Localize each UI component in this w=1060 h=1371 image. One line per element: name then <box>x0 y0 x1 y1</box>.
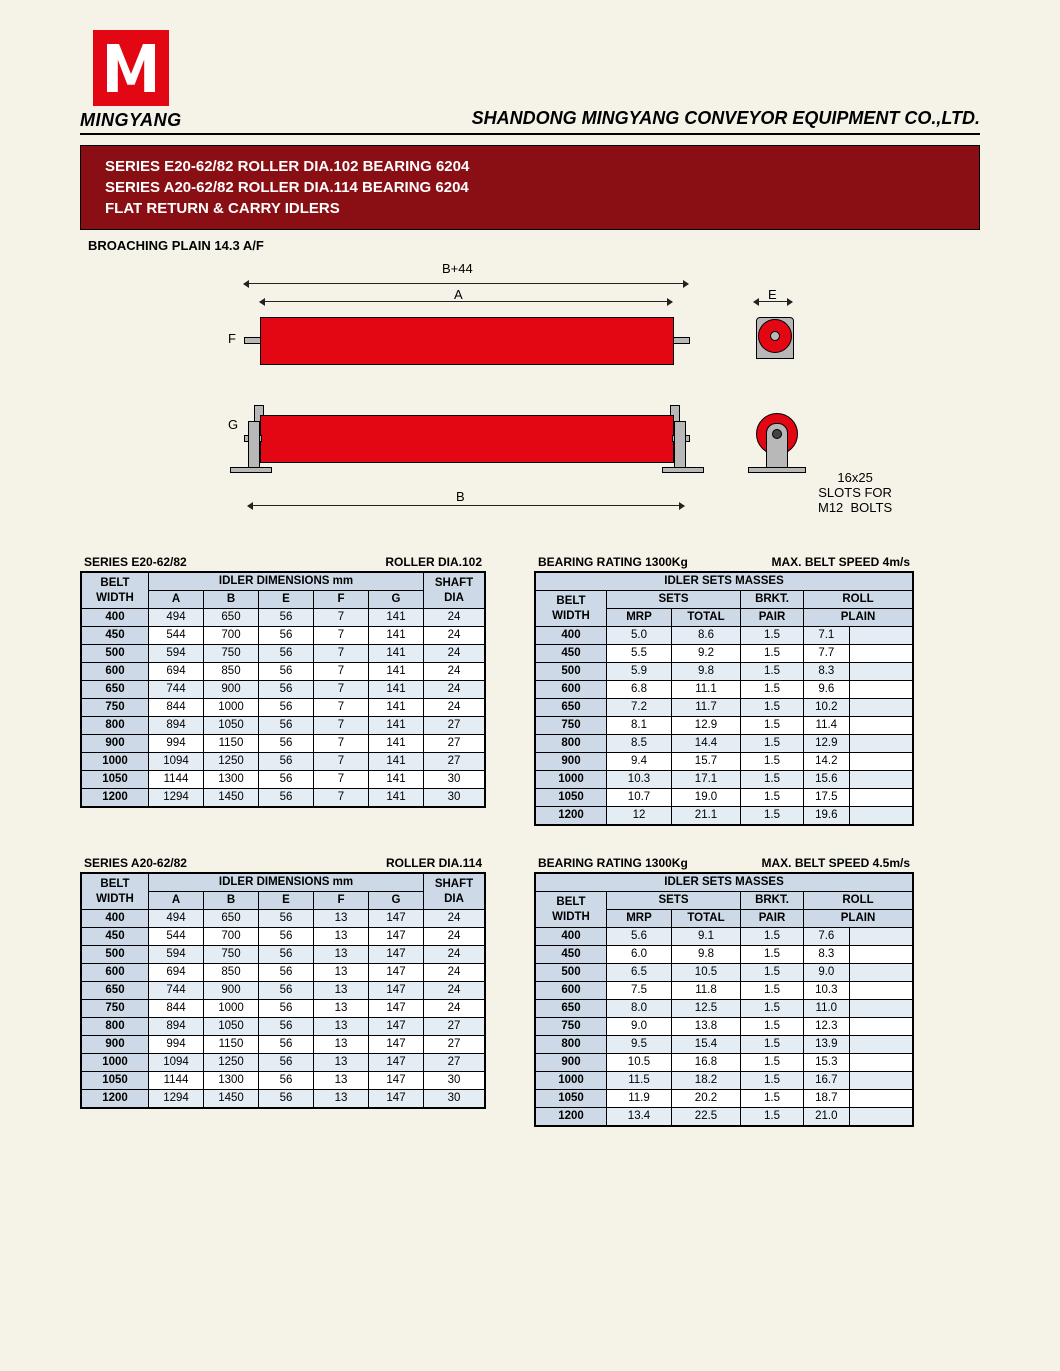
subheading: BROACHING PLAIN 14.3 A/F <box>88 238 980 253</box>
dim-label-a: A <box>454 287 463 302</box>
mass-table-1-block: BEARING RATING 1300Kg MAX. BELT SPEED 4m… <box>534 553 914 826</box>
title-line-2: SERIES A20-62/82 ROLLER DIA.114 BEARING … <box>105 177 955 198</box>
page-header: MINGYANG SHANDONG MINGYANG CONVEYOR EQUI… <box>80 30 980 135</box>
dims-table-1: BELTWIDTHIDLER DIMENSIONS mmSHAFTDIAABEF… <box>80 571 486 808</box>
dim-label-e: E <box>768 287 777 302</box>
dim-label-b: B <box>456 489 465 504</box>
table-caption: SERIES A20-62/82 <box>84 856 187 870</box>
table-set-1: SERIES E20-62/82 ROLLER DIA.102 BELTWIDT… <box>80 553 980 826</box>
dims-table-2-block: SERIES A20-62/82 ROLLER DIA.114 BELTWIDT… <box>80 854 486 1127</box>
brand-name: MINGYANG <box>80 110 182 131</box>
shaft-right <box>672 337 690 344</box>
title-line-1: SERIES E20-62/82 ROLLER DIA.102 BEARING … <box>105 156 955 177</box>
mass-table-2-block: BEARING RATING 1300Kg MAX. BELT SPEED 4.… <box>534 854 914 1127</box>
bracket-left <box>248 421 260 471</box>
dims-table-2: BELTWIDTHIDLER DIMENSIONS mmSHAFTDIAABEF… <box>80 872 486 1109</box>
dim-label-b44: B+44 <box>442 261 473 276</box>
mass-table-2: IDLER SETS MASSESBELTWIDTHSETSBRKT.ROLLM… <box>534 872 914 1127</box>
base-end <box>748 467 806 473</box>
roller-top <box>260 317 674 365</box>
title-line-3: FLAT RETURN & CARRY IDLERS <box>105 198 955 219</box>
mass-table-1: IDLER SETS MASSESBELTWIDTHSETSBRKT.ROLLM… <box>534 571 914 826</box>
shaft-end-top <box>770 331 780 341</box>
technical-diagram: B+44 A F E G B 16x25 SLOTS FOR M12 BOLTS <box>160 261 980 541</box>
dim-label-f: F <box>228 331 236 346</box>
dim-line <box>754 301 792 302</box>
table-caption: SERIES E20-62/82 <box>84 555 187 569</box>
table-set-2: SERIES A20-62/82 ROLLER DIA.114 BELTWIDT… <box>80 854 980 1127</box>
shaft-end-bot <box>772 429 782 439</box>
table-caption: ROLLER DIA.102 <box>385 555 482 569</box>
base-right <box>662 467 704 473</box>
dim-line <box>248 505 684 506</box>
table-caption: BEARING RATING 1300Kg <box>538 555 688 569</box>
logo-icon <box>93 30 169 106</box>
bracket-right <box>674 421 686 471</box>
table-caption: BEARING RATING 1300Kg <box>538 856 688 870</box>
dim-line <box>244 283 688 284</box>
table-caption: MAX. BELT SPEED 4.5m/s <box>762 856 910 870</box>
roller-bottom <box>260 415 674 463</box>
dim-label-g: G <box>228 417 238 432</box>
company-name: SHANDONG MINGYANG CONVEYOR EQUIPMENT CO.… <box>182 108 980 131</box>
logo-block: MINGYANG <box>80 30 182 131</box>
slot-note: 16x25 SLOTS FOR M12 BOLTS <box>818 471 892 516</box>
title-bar: SERIES E20-62/82 ROLLER DIA.102 BEARING … <box>80 145 980 230</box>
table-caption: MAX. BELT SPEED 4m/s <box>772 555 910 569</box>
dim-line <box>260 301 672 302</box>
base-left <box>230 467 272 473</box>
table-caption: ROLLER DIA.114 <box>386 856 482 870</box>
dims-table-1-block: SERIES E20-62/82 ROLLER DIA.102 BELTWIDT… <box>80 553 486 826</box>
